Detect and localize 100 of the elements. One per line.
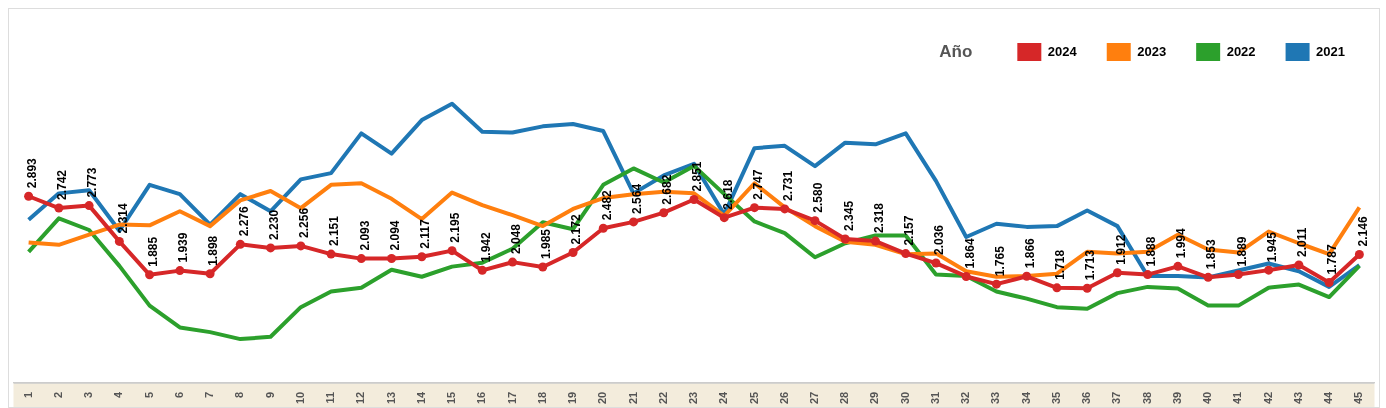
x-tick-label: 35 [1049,391,1062,405]
point [870,236,880,246]
point [1324,277,1334,287]
data-label: 2.773 [85,167,100,198]
data-label: 2.151 [327,215,342,247]
x-tick-label: 39 [1170,391,1183,405]
data-label: 2.146 [1355,216,1370,247]
point [810,216,820,226]
point [417,252,427,262]
data-label: 1.888 [1143,236,1158,267]
x-tick-label: 3 [82,391,95,398]
point [780,204,790,214]
data-label: 2.851 [690,161,705,192]
data-label: 2.618 [720,179,735,210]
data-label: 1.787 [1325,244,1340,275]
x-tick-label: 8 [233,391,246,398]
point [840,234,850,244]
legend-label: 2021 [1316,43,1345,59]
legend-title: Año [939,41,973,61]
data-label: 2.731 [781,170,796,201]
data-label: 2.172 [569,214,584,245]
x-tick-label: 1 [21,391,34,398]
x-tick-label: 41 [1231,391,1244,405]
point [689,195,699,205]
data-label: 1.889 [1234,236,1249,267]
x-tick-label: 45 [1352,391,1365,405]
data-label: 2.580 [811,182,826,213]
point [1052,283,1062,293]
point [84,201,94,211]
x-tick-label: 11 [324,391,337,404]
point [1022,271,1032,281]
x-tick-label: 29 [868,391,881,405]
data-label: 1.866 [1023,237,1037,269]
point [1203,272,1213,282]
point [629,217,639,227]
x-tick-label: 2 [51,391,64,398]
data-label: 2.345 [841,200,856,231]
point [175,266,185,276]
x-tick-label: 28 [838,391,851,405]
x-tick-label: 14 [414,390,427,405]
data-label: 2.482 [599,189,614,221]
data-label: 1.718 [1053,249,1068,280]
point [54,203,64,213]
point [1294,260,1304,270]
data-label: 2.093 [357,220,372,251]
point [356,254,366,264]
x-tick-label: 36 [1080,391,1093,405]
legend-label: 2023 [1137,43,1167,59]
x-tick-label: 38 [1140,391,1153,405]
point [447,246,457,256]
data-label: 2.564 [629,183,644,214]
point [901,249,911,259]
data-label: 1.985 [539,228,554,260]
point [568,247,578,257]
point [659,208,669,218]
x-tick-label: 43 [1291,391,1304,405]
data-label: 2.117 [418,219,433,249]
data-label: 1.898 [206,235,221,266]
point [145,270,155,280]
x-tick-label: 37 [1110,391,1123,405]
point [961,271,971,281]
point [719,213,729,223]
data-label: 2.036 [932,224,947,256]
x-tick-label: 32 [959,391,972,405]
data-label: 2.682 [660,174,675,205]
point [296,241,306,251]
data-label: 1.853 [1204,238,1219,270]
data-label: 1.864 [962,238,977,269]
point [235,239,245,249]
data-label: 2.195 [448,212,463,243]
point [931,258,941,268]
data-label: 2.747 [750,169,765,200]
x-tick-label: 5 [142,391,155,398]
point [1143,270,1153,280]
x-tick-label: 13 [384,391,397,405]
data-label: 1.945 [1264,231,1279,263]
x-tick-label: 40 [1201,391,1214,405]
point [749,203,759,213]
data-label: 1.912 [1113,234,1128,265]
x-tick-label: 26 [777,391,790,405]
x-tick-label: 4 [112,390,125,398]
x-tick-label: 27 [808,391,821,405]
x-tick-label: 24 [717,390,730,405]
x-tick-label: 30 [898,391,911,405]
x-tick-label: 25 [747,391,760,405]
legend-label: 2022 [1226,43,1256,59]
point [538,262,548,272]
x-tick-label: 33 [989,391,1002,405]
point [1354,249,1364,259]
x-tick-label: 21 [626,391,639,405]
x-tick-label: 22 [656,391,669,405]
point [266,243,276,253]
x-tick-label: 12 [354,391,367,405]
data-label: 2.314 [115,203,130,234]
x-tick-label: 20 [596,391,609,405]
point [326,249,336,259]
point [1173,261,1183,271]
data-label: 2.742 [55,169,70,201]
data-label: 1.939 [176,232,191,263]
x-tick-label: 18 [535,391,548,405]
